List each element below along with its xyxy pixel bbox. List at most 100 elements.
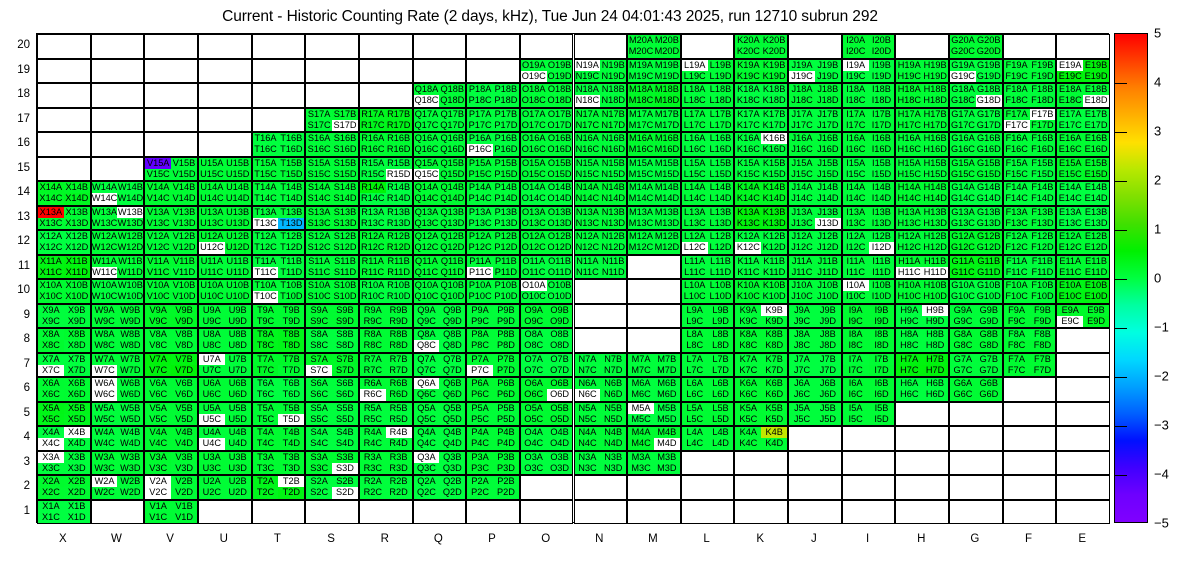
detector-module-X10[interactable]: X10A X10B X10C X10D: [37, 279, 91, 304]
pad-U11A[interactable]: U11A: [198, 255, 225, 267]
detector-module-I18[interactable]: I18A I18B I18C I18D: [841, 83, 896, 108]
pad-X14C[interactable]: X14C: [38, 193, 64, 205]
pad-G9A[interactable]: G9A: [950, 304, 976, 316]
detector-module-N20[interactable]: [573, 34, 628, 59]
pad-P10D[interactable]: P10D: [493, 291, 519, 303]
detector-module-P16[interactable]: P16A P16B P16C P16D: [466, 132, 520, 157]
pad-T15B[interactable]: T15B: [278, 157, 305, 169]
pad-L16B[interactable]: L16B: [707, 133, 734, 145]
pad-L14B[interactable]: L14B: [707, 182, 734, 194]
pad-J9C[interactable]: J9C: [789, 315, 815, 327]
pad-X7D[interactable]: X7D: [63, 364, 90, 376]
detector-module-T19[interactable]: [251, 58, 306, 83]
detector-module-J3[interactable]: [788, 450, 842, 475]
pad-F7C[interactable]: F7C: [1003, 364, 1030, 376]
pad-P12D[interactable]: P12D: [493, 242, 519, 254]
detector-module-V4[interactable]: V4A V4B V4C V4D: [144, 426, 198, 451]
pad-T7B[interactable]: T7B: [278, 353, 305, 365]
detector-module-O13[interactable]: O13A O13B O13C O13D: [519, 205, 574, 230]
detector-module-P20[interactable]: [466, 34, 520, 59]
detector-module-H13[interactable]: H13A H13B H13C H13D: [895, 205, 950, 230]
pad-V14B[interactable]: V14B: [171, 182, 197, 194]
detector-module-G18[interactable]: G18A G18B G18C G18D: [949, 83, 1003, 108]
pad-O7A[interactable]: O7A: [520, 353, 547, 365]
pad-P5C[interactable]: P5C: [467, 413, 493, 425]
pad-Q5D[interactable]: Q5D: [439, 413, 466, 425]
pad-X9C[interactable]: X9C: [38, 315, 64, 327]
pad-U5A[interactable]: U5A: [198, 402, 225, 414]
detector-module-T1[interactable]: [251, 499, 306, 524]
pad-G18C[interactable]: G18C: [950, 95, 976, 107]
pad-O16A[interactable]: O16A: [520, 133, 547, 145]
pad-U10D[interactable]: U10D: [224, 291, 251, 303]
detector-module-E7[interactable]: [1056, 352, 1110, 377]
pad-R2C[interactable]: R2C: [359, 487, 386, 499]
pad-O15C[interactable]: O15C: [520, 168, 547, 180]
pad-M18C[interactable]: M18C: [628, 95, 654, 107]
pad-V11B[interactable]: V11B: [171, 255, 197, 267]
pad-R11D[interactable]: R11D: [385, 266, 412, 278]
pad-L16C[interactable]: L16C: [681, 144, 708, 156]
pad-Q11D[interactable]: Q11D: [439, 266, 466, 278]
pad-F12B[interactable]: F12B: [1029, 231, 1056, 243]
pad-N6D[interactable]: N6D: [600, 389, 627, 401]
pad-K15A[interactable]: K15A: [735, 157, 762, 169]
detector-module-P1[interactable]: [466, 499, 520, 524]
pad-L14C[interactable]: L14C: [681, 193, 708, 205]
detector-module-U18[interactable]: [197, 83, 252, 108]
pad-M12A[interactable]: M12A: [628, 231, 654, 243]
detector-module-M17[interactable]: M17A M17B M17C M17D: [627, 107, 681, 132]
pad-N15B[interactable]: N15B: [600, 157, 627, 169]
pad-N14B[interactable]: N14B: [600, 182, 627, 194]
detector-module-K1[interactable]: [734, 499, 789, 524]
pad-Q16A[interactable]: Q16A: [413, 133, 440, 145]
pad-U2D[interactable]: U2D: [224, 487, 251, 499]
pad-O15B[interactable]: O15B: [546, 157, 573, 169]
pad-P9C[interactable]: P9C: [467, 315, 493, 327]
pad-R11B[interactable]: R11B: [385, 255, 412, 267]
pad-E17C[interactable]: E17C: [1057, 119, 1084, 131]
pad-J13C[interactable]: J13C: [789, 217, 815, 229]
pad-V15C[interactable]: V15C: [145, 168, 172, 180]
pad-O5C[interactable]: O5C: [520, 413, 547, 425]
pad-J19C[interactable]: J19C: [789, 70, 815, 82]
pad-O12A[interactable]: O12A: [520, 231, 547, 243]
detector-module-W7[interactable]: W7A W7B W7C W7D: [90, 352, 145, 377]
pad-L11D[interactable]: L11D: [707, 266, 734, 278]
detector-module-W18[interactable]: [90, 83, 145, 108]
pad-E14C[interactable]: E14C: [1057, 193, 1084, 205]
pad-V12B[interactable]: V12B: [171, 231, 197, 243]
pad-V15D[interactable]: V15D: [171, 168, 197, 180]
pad-Q3B[interactable]: Q3B: [439, 451, 466, 463]
pad-W7B[interactable]: W7B: [117, 353, 144, 365]
pad-I13D[interactable]: I13D: [868, 217, 895, 229]
detector-module-F10[interactable]: F10A F10B F10C F10D: [1002, 279, 1057, 304]
pad-F16B[interactable]: F16B: [1029, 133, 1056, 145]
pad-L9B[interactable]: L9B: [707, 304, 734, 316]
pad-G11B[interactable]: G11B: [975, 255, 1002, 267]
detector-module-U11[interactable]: U11A U11B U11C U11D: [197, 254, 252, 279]
pad-P4B[interactable]: P4B: [493, 427, 519, 439]
detector-module-V19[interactable]: [144, 58, 198, 83]
pad-I6B[interactable]: I6B: [868, 378, 895, 390]
pad-K14D[interactable]: K14D: [761, 193, 788, 205]
pad-T11A[interactable]: T11A: [252, 255, 279, 267]
pad-T12C[interactable]: T12C: [252, 242, 279, 254]
detector-module-S10[interactable]: S10A S10B S10C S10D: [305, 279, 359, 304]
detector-module-I19[interactable]: I19A I19B I19C I19D: [841, 58, 896, 83]
pad-U3B[interactable]: U3B: [224, 451, 251, 463]
detector-module-K2[interactable]: [734, 475, 789, 500]
pad-S5B[interactable]: S5B: [332, 402, 358, 414]
pad-F15B[interactable]: F15B: [1029, 157, 1056, 169]
pad-Q15D[interactable]: Q15D: [439, 168, 466, 180]
pad-W8D[interactable]: W8D: [117, 340, 144, 352]
pad-R3C[interactable]: R3C: [359, 462, 386, 474]
detector-module-M6[interactable]: M6A M6B M6C M6D: [627, 377, 681, 402]
pad-M3B[interactable]: M3B: [653, 451, 680, 463]
pad-X10C[interactable]: X10C: [38, 291, 64, 303]
detector-module-T15[interactable]: T15A T15B T15C T15D: [251, 156, 306, 181]
pad-N4C[interactable]: N4C: [574, 438, 601, 450]
pad-J13A[interactable]: J13A: [789, 206, 815, 218]
detector-module-G7[interactable]: G7A G7B G7C G7D: [949, 352, 1003, 377]
detector-module-Q5[interactable]: Q5A Q5B Q5C Q5D: [412, 401, 467, 426]
